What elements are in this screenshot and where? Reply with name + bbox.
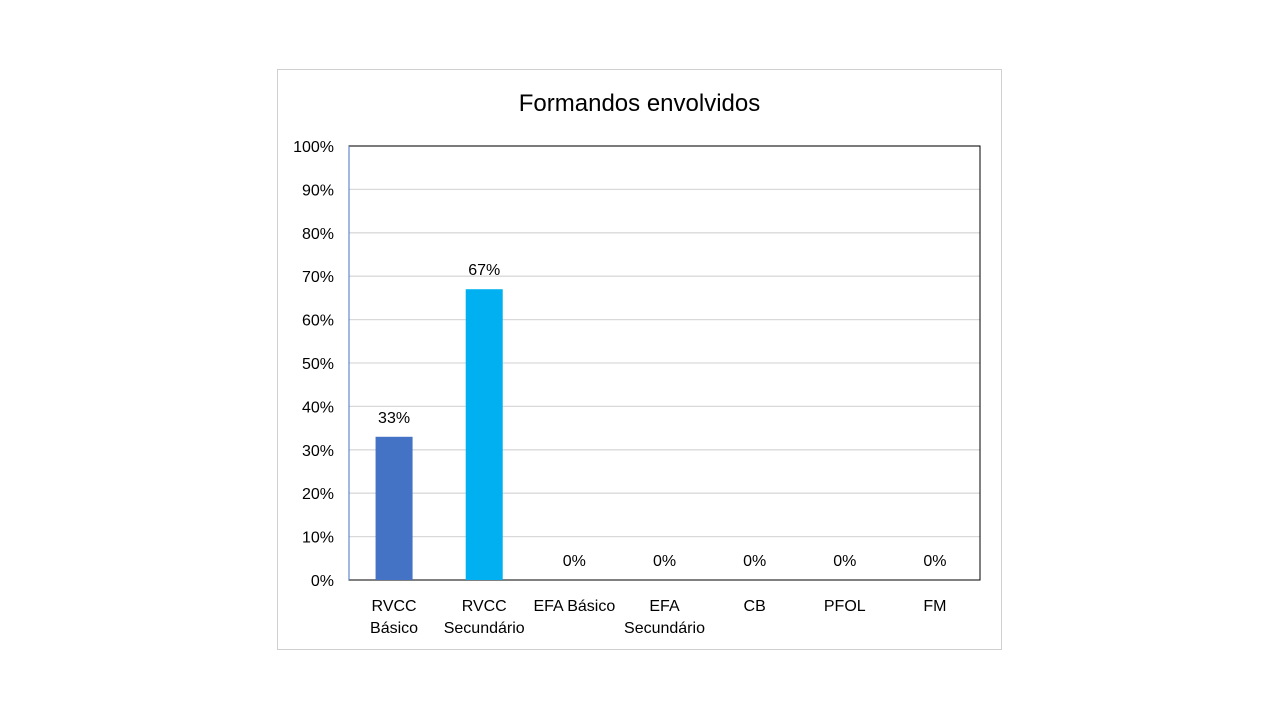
x-tick-label: EFA [649,598,680,615]
chart-frame: Formandos envolvidos 0% 10% 20% 30% 40% 50% 60… [277,69,1002,650]
data-label: 0% [743,553,766,570]
x-tick-label: Secundário [444,620,525,637]
chart-svg: 0% 10% 20% 30% 40% 50% 60% 70% 80% 90% 100% 33% RVCC… [293,139,981,637]
x-tick-label: RVCC [372,598,417,615]
chart-title: Formandos envolvidos [518,90,761,117]
x-tick-label: Básico [370,620,418,637]
y-tick-label: 80% [302,226,334,243]
x-tick-label: Secundário [624,620,705,637]
x-tick-label: PFOL [824,598,866,615]
y-tick-label: 100% [293,139,334,156]
data-label: 0% [923,553,946,570]
y-tick-label: 70% [302,269,334,286]
data-label: 0% [563,553,586,570]
bar [375,436,413,580]
x-tick-label: CB [744,598,766,615]
y-tick-label: 20% [302,486,334,503]
y-tick-label: 50% [302,356,334,373]
data-label: 33% [378,410,410,427]
data-label: 67% [468,262,500,279]
y-tick-label: 90% [302,182,334,199]
y-tick-label: 40% [302,399,334,416]
x-tick-label: RVCC [462,598,507,615]
data-label: 0% [833,553,856,570]
y-tick-label: 30% [302,443,334,460]
x-tick-label: EFA Básico [533,598,615,615]
data-label: 0% [653,553,676,570]
y-tick-label: 60% [302,313,334,330]
x-tick-label: FM [923,598,946,615]
y-tick-label: 0% [311,573,334,590]
bar [465,289,503,580]
y-tick-label: 10% [302,530,334,547]
